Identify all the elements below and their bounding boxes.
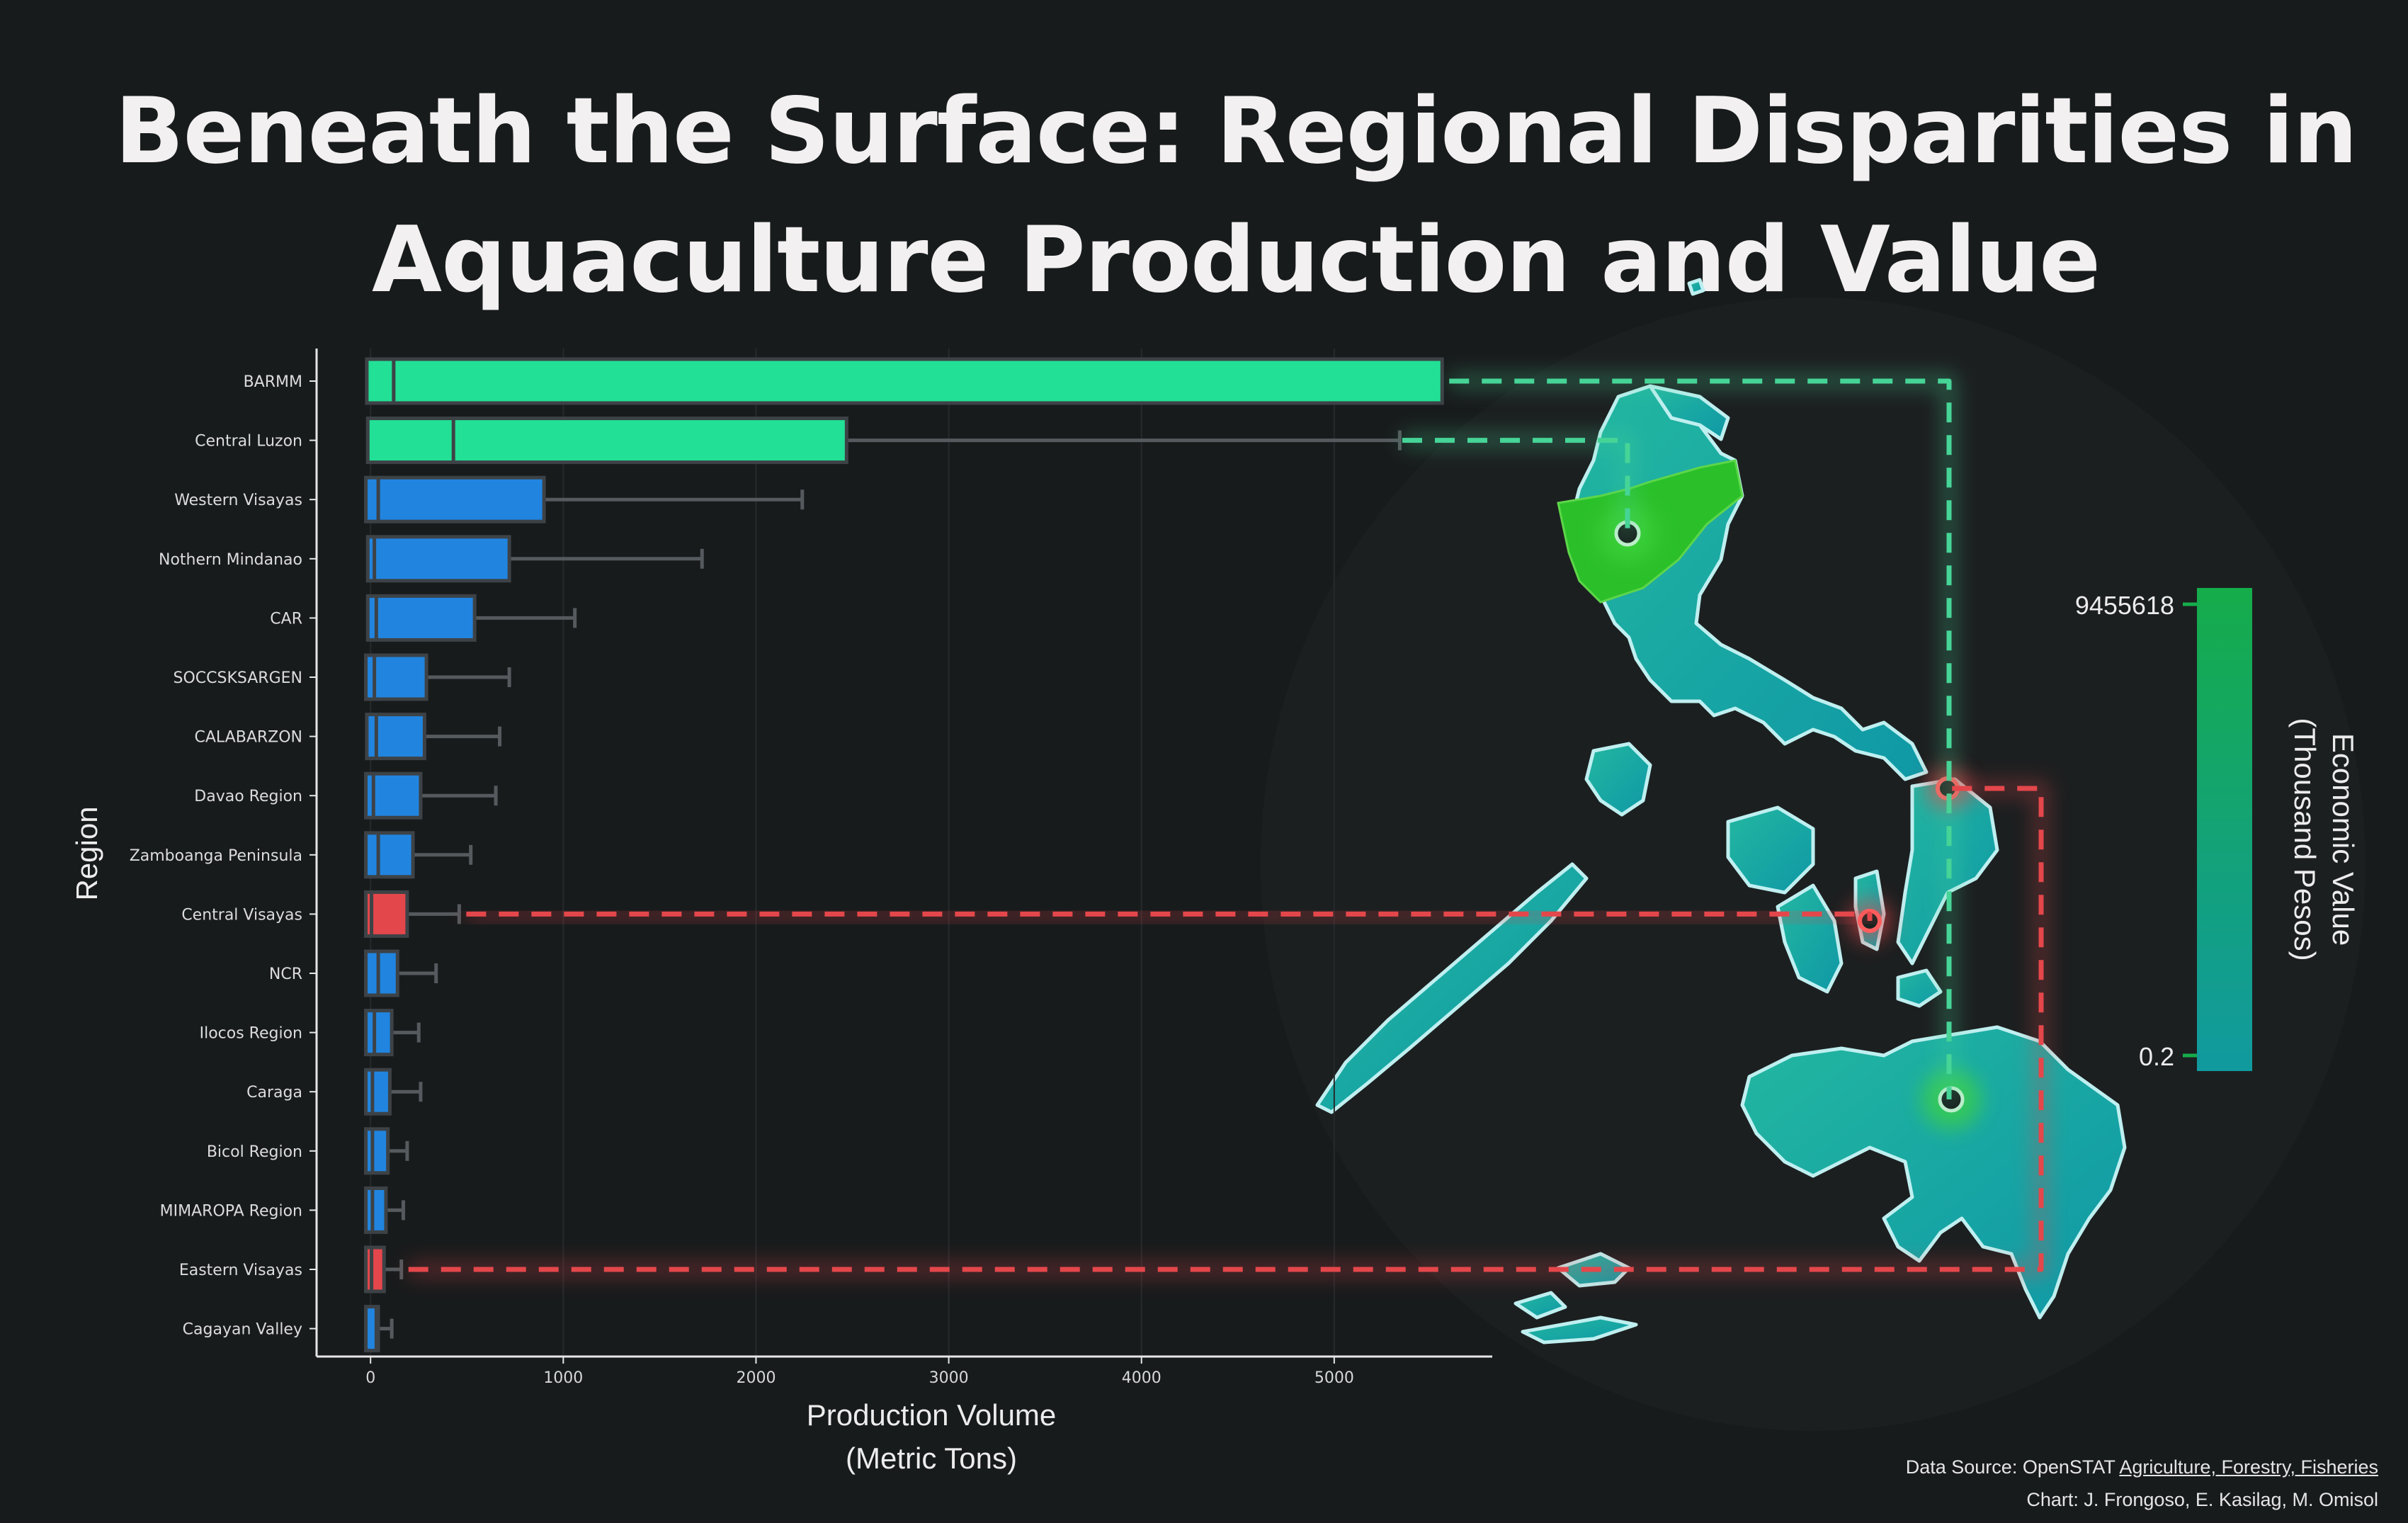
- y-tick-label: Ilocos Region: [200, 1025, 302, 1043]
- y-tick-label: BARMM: [244, 373, 302, 391]
- map-north-tip: [1648, 384, 1730, 441]
- x-tick-label: 5000: [1314, 1369, 1354, 1387]
- y-tick-label: Zamboanga Peninsula: [130, 847, 302, 865]
- colorbar-label: Economic Value (Thousand Pesos): [2288, 718, 2360, 961]
- box: [364, 1068, 392, 1116]
- map-batanes: [1687, 278, 1705, 296]
- colorbar-min-label: 0.2: [2139, 1042, 2174, 1071]
- x-tick-label: 2000: [736, 1369, 776, 1387]
- y-tick-label: Bicol Region: [207, 1143, 302, 1161]
- map-panay: [1726, 805, 1815, 895]
- map-mindoro: [1584, 742, 1652, 817]
- map-mindanao: [1740, 1025, 2127, 1320]
- x-axis-label-line-1: Production Volume: [807, 1398, 1057, 1432]
- map-palawan: [1315, 862, 1589, 1114]
- colorbar-label-line-2: (Thousand Pesos): [2288, 718, 2322, 961]
- chart-title: Beneath the Surface: Regional Disparitie…: [0, 67, 2408, 325]
- chart-title-line-1: Beneath the Surface: Regional Disparitie…: [115, 79, 2358, 184]
- y-tick-label: Caraga: [246, 1084, 302, 1102]
- map-bohol: [1896, 968, 1943, 1008]
- colorbar-max-label: 9455618: [2075, 591, 2174, 620]
- y-tick-label: CAR: [270, 610, 302, 628]
- highlight-connectors: [408, 374, 2048, 1276]
- colorbar-gradient: [2197, 588, 2252, 1071]
- box: [364, 949, 399, 997]
- y-axis-label: Region: [70, 806, 103, 900]
- x-tick-label: 0: [365, 1369, 375, 1387]
- connector-central-luzon: [1402, 438, 1630, 533]
- box: [364, 1009, 394, 1057]
- box: [365, 417, 848, 465]
- data-source-line: Data Source: OpenSTAT Agriculture, Fores…: [1906, 1451, 2378, 1483]
- y-tick-label: Eastern Visayas: [179, 1262, 302, 1279]
- y-tick-label: Western Visayas: [174, 492, 302, 509]
- y-tick-label: MIMAROPA Region: [160, 1202, 302, 1220]
- box: [365, 535, 511, 583]
- y-tick-label: Davao Region: [194, 788, 302, 805]
- map-tawi: [1521, 1315, 1638, 1344]
- box: [364, 1245, 386, 1293]
- box-plot: 0 1000 2000 3000 4000 5000 BARMM Central Luzon W…: [130, 349, 1492, 1387]
- y-tick-label: NCR: [269, 966, 302, 983]
- data-source-prefix: Data Source: OpenSTAT: [1905, 1456, 2120, 1478]
- x-axis-label-line-2: (Metric Tons): [846, 1442, 1017, 1475]
- y-tick-label: Central Luzon: [195, 433, 302, 451]
- x-tick-label: 4000: [1122, 1369, 1162, 1387]
- box: [365, 594, 477, 642]
- y-tick-label: SOCCSKSARGEN: [173, 669, 302, 687]
- y-tick-label: Nothern Mindanao: [159, 551, 302, 569]
- authors-line: Chart: J. Frongoso, E. Kasilag, M. Omiso…: [2026, 1489, 2378, 1510]
- data-source-link[interactable]: Agriculture, Forestry, Fisheries: [2119, 1456, 2378, 1478]
- philippines-map: [1261, 278, 2366, 1431]
- box: [365, 357, 1444, 405]
- x-tick-label: 1000: [543, 1369, 583, 1387]
- connector-barmm: [1449, 378, 1952, 1099]
- chart-title-line-2: Aquaculture Production and Value: [372, 208, 2101, 313]
- y-tick-label: Central Visayas: [181, 906, 302, 924]
- box: [364, 1127, 390, 1175]
- x-tick-label: 3000: [929, 1369, 969, 1387]
- box: [364, 831, 415, 879]
- credits: Data Source: OpenSTAT Agriculture, Fores…: [1906, 1451, 2378, 1516]
- connector-central-visayas: [466, 911, 1873, 921]
- y-tick-label: Cagayan Valley: [183, 1321, 302, 1339]
- colorbar-label-line-1: Economic Value: [2327, 733, 2360, 946]
- colorbar: 9455618 0.2 Economic Value (Thousand Pes…: [2075, 588, 2360, 1071]
- map-sulu-2: [1513, 1291, 1567, 1320]
- box: [364, 1186, 388, 1234]
- box: [364, 475, 546, 523]
- connector-eastern-visayas: [408, 786, 2044, 1272]
- y-tick-label: CALABARZON: [195, 729, 303, 747]
